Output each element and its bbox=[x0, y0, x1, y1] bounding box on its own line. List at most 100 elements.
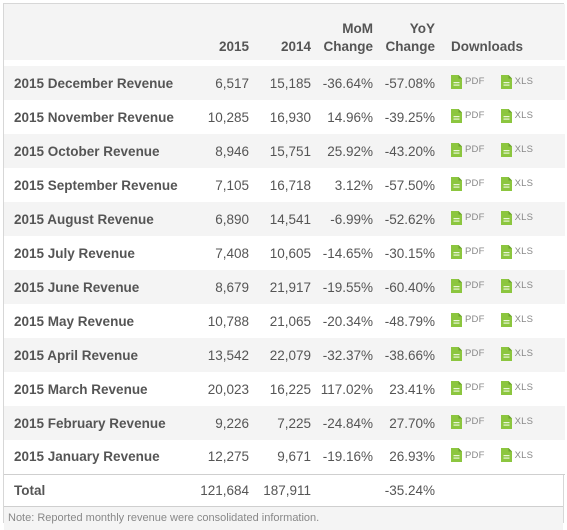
row-2015: 13,542 bbox=[207, 347, 249, 363]
table-row: 2015 March Revenue 20,023 16,225 117.02% 23.… bbox=[4, 372, 565, 406]
pdf-download-link[interactable]: PDF bbox=[451, 176, 485, 191]
row-2014: 14,541 bbox=[269, 211, 311, 227]
xls-download-link[interactable]: XLS bbox=[500, 142, 534, 157]
row-2014: 15,185 bbox=[269, 75, 311, 91]
pdf-download-link[interactable]: PDF bbox=[451, 278, 485, 293]
total-downloads bbox=[439, 474, 565, 506]
xls-download-link[interactable]: XLS bbox=[500, 108, 534, 123]
row-downloads: PDF XLS bbox=[439, 100, 565, 134]
pdf-download-link[interactable]: PDF bbox=[451, 414, 485, 429]
pdf-download-link[interactable]: PDF bbox=[451, 448, 485, 463]
pdf-download-link[interactable]: PDF bbox=[451, 244, 485, 259]
pdf-download-link[interactable]: PDF bbox=[451, 346, 485, 361]
row-mom-change: -6.99% bbox=[330, 211, 373, 227]
pdf-file-icon bbox=[451, 210, 462, 225]
row-name: 2015 December Revenue bbox=[14, 75, 174, 91]
header-mom-line2: Change bbox=[323, 39, 373, 54]
header-mom-line1: MoM bbox=[342, 21, 373, 36]
pdf-download-link[interactable]: PDF bbox=[451, 312, 485, 327]
pdf-file-icon bbox=[451, 244, 462, 259]
xls-label: XLS bbox=[514, 110, 534, 121]
row-yoy-change: -30.15% bbox=[384, 245, 435, 261]
pdf-download-link[interactable]: PDF bbox=[451, 74, 485, 89]
row-yoy-change: -39.25% bbox=[384, 109, 435, 125]
xls-label: XLS bbox=[514, 246, 534, 257]
revenue-table-panel: 2015 2014 MoM Change YoY Change Download… bbox=[3, 3, 565, 530]
row-name: 2015 March Revenue bbox=[14, 381, 148, 397]
xls-download-link[interactable]: XLS bbox=[500, 414, 534, 429]
pdf-label: PDF bbox=[465, 246, 485, 257]
xls-file-icon bbox=[500, 176, 512, 191]
pdf-download-link[interactable]: PDF bbox=[451, 380, 485, 395]
row-downloads: PDF XLS bbox=[439, 168, 565, 202]
pdf-label: PDF bbox=[465, 382, 485, 393]
table-row: 2015 October Revenue 8,946 15,751 25.92% -43… bbox=[4, 134, 565, 168]
xls-file-icon bbox=[500, 142, 512, 157]
row-name: 2015 July Revenue bbox=[14, 245, 135, 261]
row-2015: 7,105 bbox=[215, 177, 249, 193]
row-name: 2015 January Revenue bbox=[14, 449, 160, 465]
header-mom-change: MoM Change bbox=[315, 4, 377, 60]
row-downloads: PDF XLS bbox=[439, 202, 565, 236]
table-row: 2015 January Revenue 12,275 9,671 -19.16% 26… bbox=[4, 440, 565, 474]
xls-download-link[interactable]: XLS bbox=[500, 210, 534, 225]
xls-download-link[interactable]: XLS bbox=[500, 74, 534, 89]
xls-download-link[interactable]: XLS bbox=[500, 244, 534, 259]
xls-label: XLS bbox=[514, 144, 534, 155]
pdf-download-link[interactable]: PDF bbox=[451, 108, 485, 123]
xls-label: XLS bbox=[514, 212, 534, 223]
xls-label: XLS bbox=[514, 348, 534, 359]
pdf-label: PDF bbox=[465, 178, 485, 189]
xls-download-link[interactable]: XLS bbox=[500, 176, 534, 191]
table-row: 2015 June Revenue 8,679 21,917 -19.55% -60.4… bbox=[4, 270, 565, 304]
row-yoy-change: 23.41% bbox=[389, 381, 435, 397]
row-downloads: PDF XLS bbox=[439, 236, 565, 270]
pdf-file-icon bbox=[451, 346, 462, 361]
row-name: 2015 February Revenue bbox=[14, 415, 166, 431]
pdf-label: PDF bbox=[465, 348, 485, 359]
row-2014: 16,718 bbox=[269, 177, 311, 193]
row-2014: 21,917 bbox=[269, 279, 311, 295]
xls-download-link[interactable]: XLS bbox=[500, 448, 534, 463]
xls-download-link[interactable]: XLS bbox=[500, 312, 534, 327]
table-row: 2015 December Revenue 6,517 15,185 -36.64% -… bbox=[4, 66, 565, 100]
row-2015: 7,408 bbox=[215, 245, 249, 261]
row-mom-change: 14.96% bbox=[327, 109, 373, 125]
pdf-download-link[interactable]: PDF bbox=[451, 142, 485, 157]
row-yoy-change: -57.50% bbox=[384, 177, 435, 193]
row-2015: 10,285 bbox=[207, 109, 249, 125]
xls-file-icon bbox=[500, 346, 512, 361]
xls-file-icon bbox=[500, 74, 512, 89]
row-2014: 21,065 bbox=[269, 313, 311, 329]
pdf-file-icon bbox=[451, 278, 462, 293]
table-row: 2015 May Revenue 10,788 21,065 -20.34% -48.7… bbox=[4, 304, 565, 338]
pdf-download-link[interactable]: PDF bbox=[451, 210, 485, 225]
pdf-file-icon bbox=[451, 142, 462, 157]
xls-download-link[interactable]: XLS bbox=[500, 278, 534, 293]
xls-label: XLS bbox=[514, 382, 534, 393]
table-row: 2015 April Revenue 13,542 22,079 -32.37% -38… bbox=[4, 338, 565, 372]
revenue-table: 2015 2014 MoM Change YoY Change Download… bbox=[4, 4, 565, 506]
pdf-file-icon bbox=[451, 448, 462, 463]
row-mom-change: -20.34% bbox=[322, 313, 373, 329]
header-spacer bbox=[4, 60, 565, 66]
row-2014: 22,079 bbox=[269, 347, 311, 363]
row-mom-change: -24.84% bbox=[322, 415, 373, 431]
row-yoy-change: -43.20% bbox=[384, 143, 435, 159]
pdf-label: PDF bbox=[465, 449, 485, 461]
table-header-row: 2015 2014 MoM Change YoY Change Download… bbox=[4, 4, 565, 60]
xls-download-link[interactable]: XLS bbox=[500, 380, 534, 395]
row-2015: 12,275 bbox=[207, 449, 249, 465]
xls-download-link[interactable]: XLS bbox=[500, 346, 534, 361]
xls-label: XLS bbox=[514, 314, 534, 325]
pdf-label: PDF bbox=[465, 314, 485, 325]
row-2015: 6,517 bbox=[215, 75, 249, 91]
pdf-file-icon bbox=[451, 176, 462, 191]
row-2015: 8,679 bbox=[215, 279, 249, 295]
row-downloads: PDF XLS bbox=[439, 406, 565, 440]
xls-label: XLS bbox=[514, 76, 534, 87]
xls-label: XLS bbox=[514, 178, 534, 189]
row-2014: 10,605 bbox=[269, 245, 311, 261]
total-label: Total bbox=[14, 482, 46, 498]
row-2014: 9,671 bbox=[277, 449, 311, 465]
